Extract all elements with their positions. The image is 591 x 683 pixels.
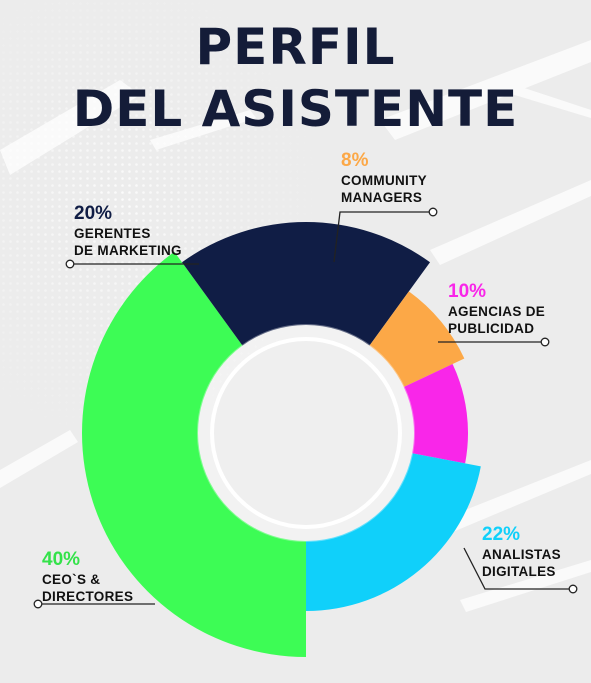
slice-label-4: 22% ANALISTAS DIGITALES bbox=[482, 524, 561, 580]
donut-hole bbox=[210, 337, 402, 529]
slice-name-line-2-0: COMMUNITY bbox=[341, 173, 427, 188]
inner-ring bbox=[197, 324, 415, 542]
slice-name-line-1-0: GERENTES bbox=[74, 226, 151, 241]
slice-label-2: 8% COMMUNITY MANAGERS bbox=[341, 150, 427, 206]
leader-dot-2 bbox=[428, 207, 438, 217]
slice-percent-1: 20% bbox=[74, 203, 113, 224]
slice-2 bbox=[369, 291, 465, 388]
slice-name-line-1-1: DE MARKETING bbox=[74, 243, 182, 258]
slice-name-line-0-0: CEO`S & bbox=[42, 572, 101, 587]
slice-name-line-2-1: MANAGERS bbox=[341, 190, 423, 205]
leader-dot-4 bbox=[568, 584, 578, 594]
page-title-line-1: PERFIL bbox=[195, 18, 396, 76]
slice-percent-3: 10% bbox=[448, 281, 487, 302]
slice-3 bbox=[403, 364, 468, 464]
slice-name-line-0-1: DIRECTORES bbox=[42, 589, 134, 604]
slice-4 bbox=[306, 453, 481, 611]
slice-1 bbox=[181, 222, 431, 346]
brush-strokes bbox=[0, 40, 591, 612]
slice-name-line-3-0: AGENCIAS DE bbox=[448, 304, 546, 319]
slice-name-line-4-1: DIGITALES bbox=[482, 564, 556, 579]
slice-name-line-3-1: PUBLICIDAD bbox=[448, 321, 535, 336]
slice-0 bbox=[82, 251, 306, 657]
page-title-line-2: DEL ASISTENTE bbox=[72, 80, 519, 138]
slice-percent-4: 22% bbox=[482, 524, 521, 545]
slice-percent-0: 40% bbox=[42, 549, 81, 570]
slice-label-0: 40% CEO`S & DIRECTORES bbox=[42, 549, 133, 605]
leader-line-4 bbox=[463, 547, 573, 590]
slice-label-3: 10% AGENCIAS DE PUBLICIDAD bbox=[448, 281, 545, 337]
leader-dot-0 bbox=[33, 599, 43, 609]
slice-label-1: 20% GERENTES DE MARKETING bbox=[74, 203, 182, 259]
slice-name-line-4-0: ANALISTAS bbox=[482, 547, 561, 562]
slice-percent-2: 8% bbox=[341, 150, 369, 171]
leader-line-2 bbox=[333, 211, 433, 263]
leader-dot-1 bbox=[65, 259, 75, 269]
leader-dot-3 bbox=[540, 337, 550, 347]
